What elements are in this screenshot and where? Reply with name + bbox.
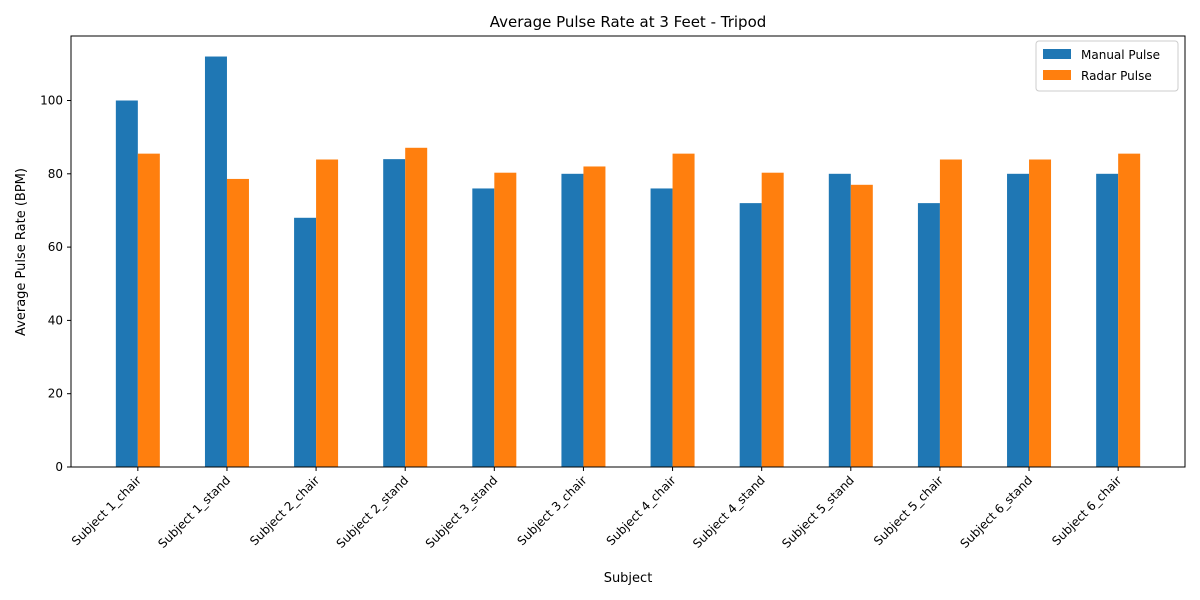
bar-radar-pulse-2 — [316, 159, 339, 468]
bars-layer — [115, 56, 1141, 468]
bar-manual-pulse-9 — [917, 203, 940, 468]
y-tick-label-5: 100 — [40, 94, 63, 108]
bar-radar-pulse-3 — [405, 147, 428, 467]
bar-manual-pulse-11 — [1096, 173, 1119, 467]
bar-radar-pulse-5 — [583, 166, 606, 468]
chart-title: Average Pulse Rate at 3 Feet - Tripod — [490, 13, 767, 31]
bar-manual-pulse-3 — [383, 159, 406, 467]
y-axis-label: Average Pulse Rate (BPM) — [14, 168, 29, 336]
bar-manual-pulse-6 — [650, 188, 673, 467]
bar-radar-pulse-4 — [494, 172, 517, 467]
bar-radar-pulse-0 — [137, 153, 160, 468]
bar-manual-pulse-8 — [828, 173, 851, 467]
legend-label-0: Manual Pulse — [1081, 48, 1160, 62]
y-tick-label-3: 60 — [48, 240, 63, 254]
bar-radar-pulse-8 — [850, 184, 873, 468]
y-tick-label-2: 40 — [48, 313, 63, 327]
bar-manual-pulse-1 — [204, 56, 227, 468]
bar-manual-pulse-0 — [115, 100, 138, 467]
x-axis-label: Subject — [604, 571, 653, 586]
legend: Manual Pulse Radar Pulse — [1035, 40, 1179, 92]
y-tick-label-1: 20 — [48, 387, 63, 401]
bar-radar-pulse-9 — [939, 159, 962, 468]
bar-manual-pulse-10 — [1007, 173, 1030, 467]
bar-radar-pulse-6 — [672, 153, 695, 468]
bar-radar-pulse-7 — [761, 172, 784, 467]
legend-swatch-1 — [1043, 70, 1071, 80]
y-tick-label-4: 80 — [48, 167, 63, 181]
bar-radar-pulse-10 — [1029, 159, 1052, 468]
legend-box — [1035, 40, 1179, 92]
bar-radar-pulse-1 — [226, 178, 249, 468]
bar-manual-pulse-7 — [739, 203, 762, 468]
bar-manual-pulse-5 — [561, 173, 584, 467]
bar-manual-pulse-2 — [294, 217, 317, 467]
bar-manual-pulse-4 — [472, 188, 495, 467]
legend-swatch-0 — [1043, 49, 1071, 59]
y-axis: 0 20 40 60 80 100 — [40, 94, 71, 474]
plot-frame — [70, 35, 1186, 468]
y-tick-label-0: 0 — [55, 460, 63, 474]
legend-label-1: Radar Pulse — [1081, 69, 1152, 83]
bar-radar-pulse-11 — [1118, 153, 1141, 468]
